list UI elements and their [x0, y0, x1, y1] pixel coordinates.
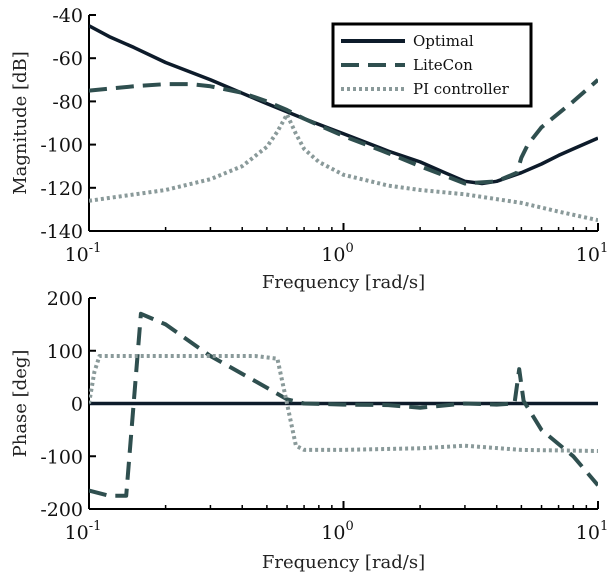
y-tick-label: 100 — [47, 341, 83, 363]
y-tick-label: -140 — [40, 221, 83, 243]
x-tick-label: 10-1 — [65, 241, 102, 266]
y-tick-label: -80 — [52, 91, 83, 113]
y-tick-label: -120 — [40, 178, 83, 200]
legend-label: PI controller — [413, 80, 510, 98]
y-tick-label: -40 — [52, 5, 83, 27]
x-tick-label: 101 — [576, 241, 608, 266]
series-line-optimal — [89, 24, 598, 186]
x-tick-label: 101 — [576, 519, 608, 544]
y-axis-label: Magnitude [dB] — [10, 51, 31, 195]
x-tick-label: 100 — [321, 241, 353, 266]
y-tick-label: 200 — [47, 288, 83, 310]
y-tick-label: -200 — [40, 499, 83, 521]
series-group — [89, 24, 598, 223]
y-tick-label: -100 — [40, 446, 83, 468]
x-tick-label: 100 — [321, 519, 353, 544]
series-line-pi-controller — [89, 354, 598, 453]
x-axis-label: Frequency [rad/s] — [262, 552, 425, 573]
series-line-litecon — [89, 311, 598, 498]
y-tick-label: -60 — [52, 48, 83, 70]
y-tick-label: 0 — [71, 394, 83, 416]
legend-box — [331, 22, 533, 108]
legend-label: Optimal — [413, 32, 474, 50]
series-line-pi-controller — [89, 112, 598, 223]
series-group — [89, 311, 598, 498]
y-axis-label: Phase [deg] — [10, 350, 31, 458]
x-axis-label: Frequency [rad/s] — [262, 272, 425, 293]
x-tick-label: 10-1 — [65, 519, 102, 544]
legend: Optimal LiteCon PI controller — [331, 22, 533, 108]
y-tick-label: -100 — [40, 135, 83, 157]
series-line-litecon — [89, 78, 598, 186]
legend-label: LiteCon — [413, 56, 473, 74]
